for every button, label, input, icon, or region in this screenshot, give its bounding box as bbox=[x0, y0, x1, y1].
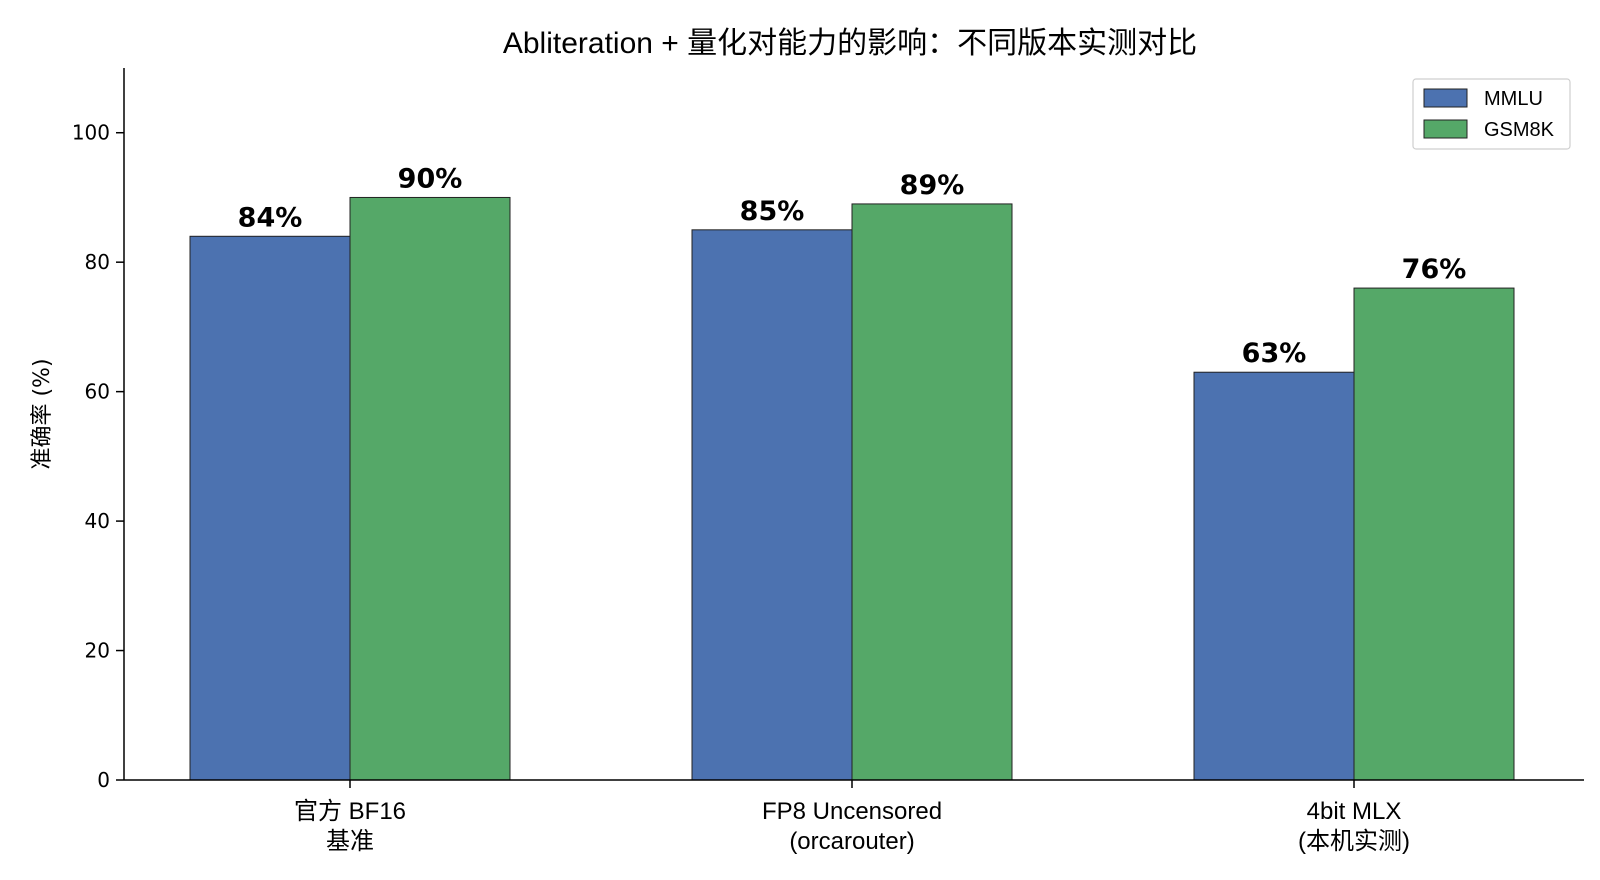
y-tick-label: 100 bbox=[72, 121, 110, 145]
bar-gsm8k-1 bbox=[349, 196, 511, 781]
x-tick-label-1-1: 官方 BF16 bbox=[294, 798, 406, 825]
y-tick-label: 60 bbox=[85, 380, 110, 404]
x-tick-label-1-2: 基准 bbox=[326, 828, 374, 855]
legend-label-gsm8k: GSM8K bbox=[1484, 119, 1555, 141]
plot-area: 0 20 40 60 80 100 84% 85% 63% 90% 89% 76% 官方 BF16 基准 F… bbox=[72, 68, 1584, 855]
data-label-mmlu-3: 63% bbox=[1242, 338, 1307, 369]
chart-title: Abliteration + 量化对能力的影响：不同版本实测对比 bbox=[503, 27, 1197, 60]
x-tick-label-3-2: (本机实测) bbox=[1298, 828, 1410, 855]
x-tick-label-2-1: FP8 Uncensored bbox=[762, 798, 942, 825]
y-axis-label: 准确率 (%) bbox=[30, 358, 55, 469]
data-label-mmlu-1: 84% bbox=[238, 202, 303, 233]
y-tick-label: 40 bbox=[85, 509, 110, 533]
legend-swatch-gsm8k bbox=[1423, 119, 1468, 139]
data-label-gsm8k-2: 89% bbox=[900, 170, 965, 201]
legend: MMLU GSM8K bbox=[1412, 78, 1571, 150]
x-tick-label-3-1: 4bit MLX bbox=[1307, 798, 1402, 825]
data-label-gsm8k-3: 76% bbox=[1402, 254, 1467, 285]
y-tick-label: 0 bbox=[97, 768, 110, 792]
bar-mmlu-1 bbox=[189, 235, 351, 781]
x-tick-label-2-2: (orcarouter) bbox=[789, 828, 914, 855]
bar-gsm8k-2 bbox=[851, 203, 1013, 781]
bar-gsm8k-3 bbox=[1353, 287, 1515, 781]
legend-swatch-mmlu bbox=[1423, 88, 1468, 108]
y-tick-label: 80 bbox=[85, 250, 110, 274]
data-label-mmlu-2: 85% bbox=[740, 196, 805, 227]
data-label-gsm8k-1: 90% bbox=[398, 163, 463, 194]
bar-mmlu-2 bbox=[691, 229, 853, 781]
bar-mmlu-3 bbox=[1193, 371, 1355, 781]
y-tick-label: 20 bbox=[85, 639, 110, 663]
legend-label-mmlu: MMLU bbox=[1484, 88, 1543, 110]
